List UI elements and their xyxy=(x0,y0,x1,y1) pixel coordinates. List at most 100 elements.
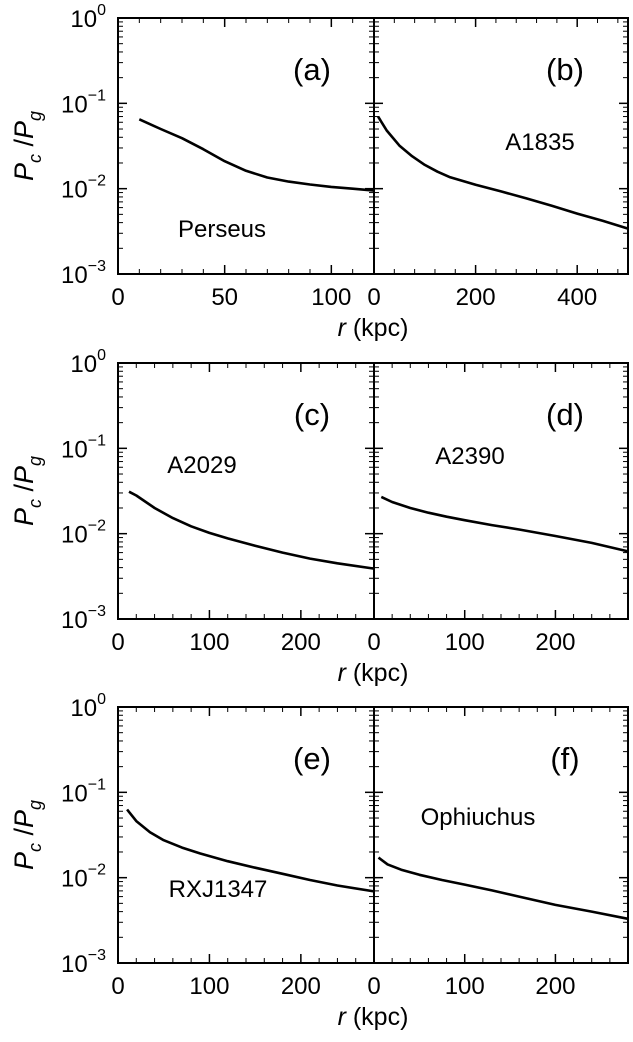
y-tick-label: 10−2 xyxy=(61,173,106,204)
y-label-sub-g: g xyxy=(25,111,45,121)
series-line xyxy=(380,495,629,553)
x-tick-label: 200 xyxy=(535,629,575,656)
x-label-unit: (kpc) xyxy=(346,314,409,342)
y-label-slash: / xyxy=(9,828,39,844)
panel-label: (d) xyxy=(546,397,584,432)
x-label-unit: (kpc) xyxy=(346,1003,409,1031)
y-tick-exponent: −2 xyxy=(88,862,106,879)
y-tick-label: 100 xyxy=(70,691,106,722)
y-tick-exponent: 0 xyxy=(97,347,106,364)
panel-label: (f) xyxy=(550,741,579,776)
x-tick-label: 100 xyxy=(445,973,485,1000)
plot-frame xyxy=(373,362,629,620)
x-tick-label: 0 xyxy=(111,629,124,656)
y-tick-label: 10−1 xyxy=(61,432,106,463)
cluster-name-label: RXJ1347 xyxy=(169,876,268,903)
series-line xyxy=(376,115,629,230)
y-tick-label: 10−3 xyxy=(61,603,106,634)
x-tick-label: 400 xyxy=(557,284,597,311)
y-tick-exponent: −3 xyxy=(88,603,106,620)
y-label-p: P xyxy=(9,121,39,139)
y-tick-base: 10 xyxy=(70,351,97,378)
y-axis-label: Pc /Pg xyxy=(9,111,45,181)
y-tick-base: 10 xyxy=(61,436,88,463)
y-label-slash: / xyxy=(9,139,39,155)
y-label-sub-c: c xyxy=(25,154,45,163)
panel-label: (c) xyxy=(294,397,330,432)
y-tick-exponent: 0 xyxy=(97,2,106,19)
x-tick-label: 200 xyxy=(281,973,321,1000)
cluster-name-label: A1835 xyxy=(505,129,574,156)
y-tick-base: 10 xyxy=(61,866,88,893)
cluster-name-label: A2390 xyxy=(435,443,504,470)
plot-frame xyxy=(117,362,375,620)
series-line xyxy=(138,118,375,192)
x-tick-label: 100 xyxy=(311,284,351,311)
y-tick-label: 10−1 xyxy=(61,776,106,807)
y-tick-exponent: −2 xyxy=(88,518,106,535)
y-tick-base: 10 xyxy=(61,607,88,634)
cluster-name-label: Ophiuchus xyxy=(421,804,536,831)
y-tick-exponent: −2 xyxy=(88,173,106,190)
y-label-sub-c: c xyxy=(25,499,45,508)
x-tick-label: 50 xyxy=(211,284,238,311)
x-label-unit: (kpc) xyxy=(346,659,409,687)
series-line xyxy=(126,808,375,893)
y-axis-label: Pc /Pg xyxy=(9,800,45,870)
x-label-r: r xyxy=(338,659,348,687)
x-axis-label: r (kpc) xyxy=(338,314,409,342)
y-tick-base: 10 xyxy=(61,262,88,289)
y-label-p: P xyxy=(9,852,39,870)
x-tick-label: 200 xyxy=(535,973,575,1000)
y-tick-exponent: −3 xyxy=(88,947,106,964)
x-tick-label: 200 xyxy=(281,629,321,656)
x-tick-label: 200 xyxy=(456,284,496,311)
y-label-sub-g: g xyxy=(25,800,45,810)
y-tick-label: 10−2 xyxy=(61,862,106,893)
cluster-name-label: Perseus xyxy=(178,216,266,243)
cluster-name-label: A2029 xyxy=(167,452,236,479)
y-tick-label: 10−2 xyxy=(61,518,106,549)
y-tick-exponent: 0 xyxy=(97,691,106,708)
x-tick-label: 0 xyxy=(111,284,124,311)
series-line xyxy=(377,856,629,921)
x-axis-label: r (kpc) xyxy=(338,659,409,687)
y-tick-label: 10−3 xyxy=(61,258,106,289)
y-tick-base: 10 xyxy=(70,6,97,33)
y-tick-exponent: −1 xyxy=(88,87,106,104)
y-tick-base: 10 xyxy=(70,695,97,722)
y-label-slash: / xyxy=(9,484,39,500)
panel-d: 0 100 200 (d) A2390 xyxy=(367,362,629,656)
panel-label: (e) xyxy=(293,741,331,776)
y-tick-base: 10 xyxy=(61,91,88,118)
x-tick-label: 100 xyxy=(445,629,485,656)
y-tick-exponent: −1 xyxy=(88,776,106,793)
y-tick-label: 100 xyxy=(70,347,106,378)
y-label-p: P xyxy=(9,466,39,484)
y-tick-base: 10 xyxy=(61,522,88,549)
y-label-sub-c: c xyxy=(25,843,45,852)
y-tick-base: 10 xyxy=(61,951,88,978)
x-tick-label: 100 xyxy=(189,629,229,656)
x-tick-label: 0 xyxy=(111,973,124,1000)
x-label-r: r xyxy=(338,1003,348,1031)
plot-frame xyxy=(373,17,629,275)
x-tick-label: 0 xyxy=(367,973,380,1000)
x-label-r: r xyxy=(338,314,348,342)
y-tick-base: 10 xyxy=(61,177,88,204)
y-label-p: P xyxy=(9,163,39,181)
y-tick-exponent: −1 xyxy=(88,432,106,449)
y-tick-label: 100 xyxy=(70,2,106,33)
x-tick-label: 100 xyxy=(189,973,229,1000)
y-tick-exponent: −3 xyxy=(88,258,106,275)
y-axis-label: Pc /Pg xyxy=(9,456,45,526)
series-line xyxy=(128,490,375,570)
x-tick-label: 0 xyxy=(367,629,380,656)
panel-b: 0 200 400 (b) A1835 xyxy=(367,17,629,311)
panel-f: 0 100 200 (f) Ophiuchus xyxy=(367,706,629,1000)
x-tick-label: 0 xyxy=(367,284,380,311)
